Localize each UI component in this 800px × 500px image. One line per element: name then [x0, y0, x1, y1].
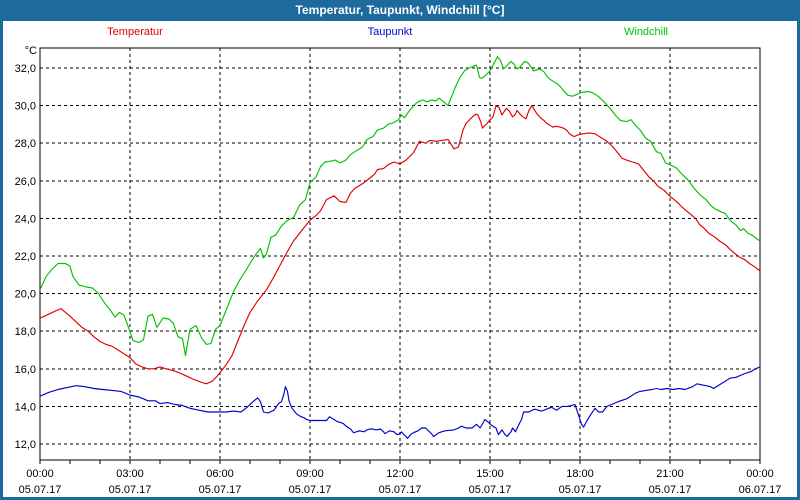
x-time-label: 03:00: [116, 468, 144, 480]
x-date-label: 05.07.17: [109, 484, 152, 496]
x-time-label: 06:00: [206, 468, 234, 480]
y-tick-label: 22,0: [15, 251, 36, 263]
x-date-label: 06.07.17: [739, 484, 782, 496]
series-line-temperatur: [39, 105, 761, 385]
y-tick-label: 24,0: [15, 213, 36, 225]
x-date-label: 05.07.17: [19, 484, 62, 496]
y-tick-label: 26,0: [15, 176, 36, 188]
y-tick-label: 32,0: [15, 63, 36, 75]
y-tick-label: 30,0: [15, 101, 36, 113]
x-time-label: 15:00: [476, 468, 504, 480]
y-tick-label: 28,0: [15, 138, 36, 150]
window-border-right: [797, 21, 800, 500]
y-tick-label: 20,0: [15, 289, 36, 301]
y-tick-label: 12,0: [15, 439, 36, 451]
x-time-label: 09:00: [296, 468, 324, 480]
page-title: Temperatur, Taupunkt, Windchill [°C]: [295, 3, 505, 17]
x-date-label: 05.07.17: [199, 484, 242, 496]
x-time-label: 00:00: [26, 468, 54, 480]
x-time-label: 12:00: [386, 468, 414, 480]
window-border-left: [0, 21, 3, 500]
y-tick-label: 16,0: [15, 364, 36, 376]
legend-item-taupunkt: Taupunkt: [367, 26, 413, 38]
y-tick-label: 14,0: [15, 401, 36, 413]
x-time-label: 18:00: [566, 468, 594, 480]
x-date-label: 05.07.17: [649, 484, 692, 496]
x-date-label: 05.07.17: [289, 484, 332, 496]
x-time-label: 21:00: [656, 468, 684, 480]
series-line-taupunkt: [39, 366, 761, 439]
legend-item-temperatur: Temperatur: [107, 26, 163, 38]
x-time-label: 00:00: [746, 468, 774, 480]
window-titlebar: Temperatur, Taupunkt, Windchill [°C]: [0, 0, 800, 21]
y-axis-unit-label: °C: [25, 45, 37, 57]
x-date-label: 05.07.17: [559, 484, 602, 496]
y-tick-label: 18,0: [15, 326, 36, 338]
legend-item-windchill: Windchill: [623, 26, 669, 38]
series-line-windchill: [39, 56, 761, 357]
x-date-label: 05.07.17: [379, 484, 422, 496]
x-date-label: 05.07.17: [469, 484, 512, 496]
window-border-bottom: [0, 497, 800, 500]
